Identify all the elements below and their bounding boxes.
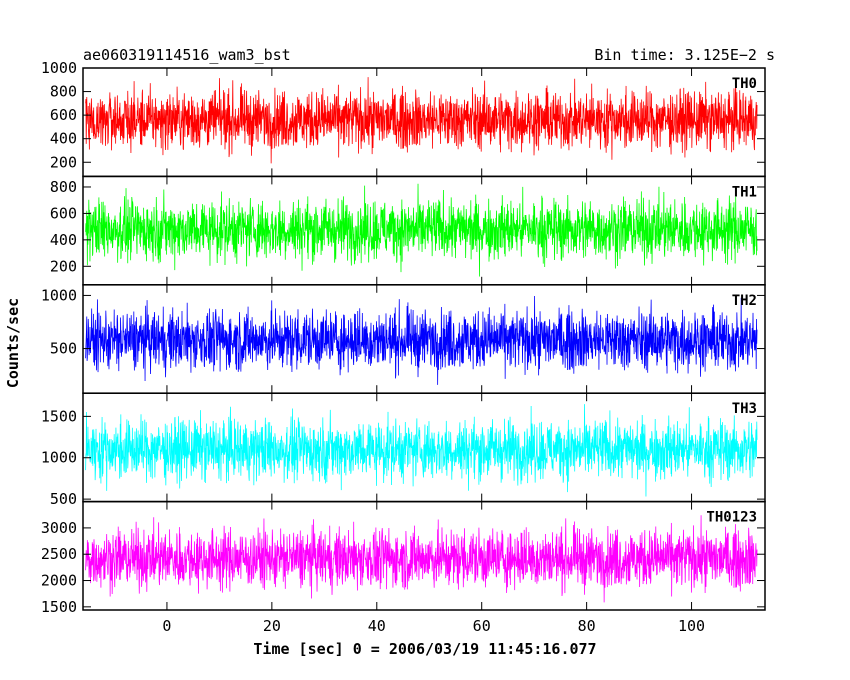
y-tick-label: 500: [50, 340, 77, 358]
series-th1-trace: [85, 183, 758, 277]
y-axis-label: Counts/sec: [4, 298, 22, 388]
panel-label-th0: TH0: [732, 76, 757, 92]
y-tick-label: 600: [50, 106, 77, 124]
bin-time-label: Bin time: 3.125E−2 s: [594, 46, 775, 64]
series-th3-trace: [85, 404, 758, 497]
panel-th3: 500 1000 1500 TH3: [41, 392, 766, 508]
y-tick-label: 800: [50, 83, 77, 101]
series-th0-trace: [85, 77, 758, 164]
x-tick-label: 40: [368, 617, 386, 635]
y-tick-label: 2000: [41, 572, 77, 590]
x-axis-ticks: 0 20 40 60 80 100: [162, 617, 705, 635]
panel-label-th3: TH3: [732, 401, 757, 417]
y-tick-label: 1500: [41, 407, 77, 425]
panel-label-th0123: TH0123: [706, 510, 757, 526]
y-tick-label: 1500: [41, 598, 77, 616]
y-tick-label: 800: [50, 178, 77, 196]
panel-frame: [82, 500, 766, 611]
panel-th1: 200 400 600 800 TH1: [50, 175, 766, 286]
panel-th0: 200 400 600 800 1000 TH0: [41, 59, 766, 178]
x-tick-label: 100: [678, 617, 705, 635]
y-tick-label: 200: [50, 153, 77, 171]
panel-th2: 500 1000 TH2: [41, 284, 766, 394]
y-tick-label: 3000: [41, 519, 77, 537]
series-th2-trace: [85, 295, 758, 385]
panel-th0123: 1500 2000 2500 3000 TH0123: [41, 500, 766, 616]
y-tick-label: 500: [50, 490, 77, 508]
y-tick-label: 600: [50, 204, 77, 222]
series-th0123-trace: [85, 515, 758, 603]
y-tick-label: 400: [50, 130, 77, 148]
y-tick-label: 1000: [41, 449, 77, 467]
y-tick-label: 1000: [41, 59, 77, 77]
y-tick-label: 1000: [41, 286, 77, 304]
x-tick-label: 0: [162, 617, 171, 635]
chart-title: ae060319114516_wam3_bst: [83, 46, 291, 64]
panel-label-th1: TH1: [732, 184, 757, 200]
y-tick-label: 2500: [41, 545, 77, 563]
x-tick-label: 20: [263, 617, 281, 635]
y-tick-label: 400: [50, 231, 77, 249]
y-tick-label: 200: [50, 257, 77, 275]
panel-label-th2: TH2: [732, 293, 757, 309]
x-tick-label: 60: [473, 617, 491, 635]
panels-group: 200 400 600 800 1000 TH0 200 400 600 800 TH1 500 100…: [41, 59, 766, 616]
x-axis-label: Time [sec] 0 = 2006/03/19 11:45:16.077: [253, 640, 596, 658]
x-tick-label: 80: [578, 617, 596, 635]
